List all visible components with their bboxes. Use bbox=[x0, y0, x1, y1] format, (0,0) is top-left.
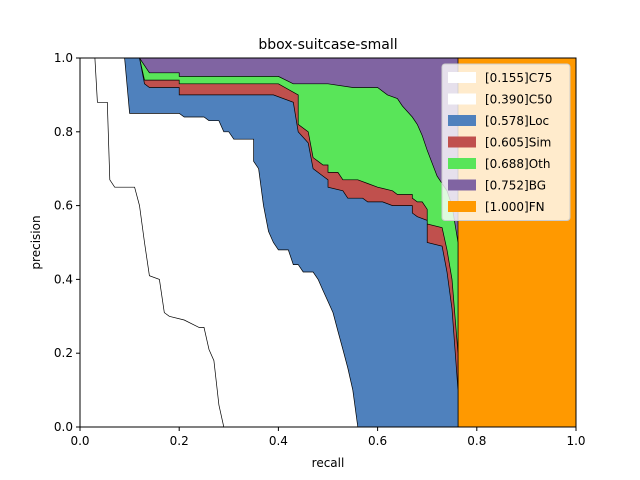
legend-label-0-752-bg: [0.752]BG bbox=[485, 179, 546, 193]
x-tick-label: 0.2 bbox=[170, 434, 189, 448]
x-tick-label: 0.8 bbox=[467, 434, 486, 448]
legend-label-0-605-sim: [0.605]Sim bbox=[485, 136, 551, 150]
legend-label-0-390-c50: [0.390]C50 bbox=[485, 93, 552, 107]
legend-swatch-0-390-c50 bbox=[448, 93, 476, 105]
legend-swatch-0-752-bg bbox=[448, 179, 476, 191]
legend-swatch-0-155-c75 bbox=[448, 72, 476, 83]
legend-swatch-0-578-loc bbox=[448, 115, 476, 126]
legend-swatch-0-688-oth bbox=[448, 158, 476, 169]
y-tick-label: 0.0 bbox=[54, 420, 73, 434]
area-0-155-c75 bbox=[79, 57, 225, 428]
x-tick-label: 0.4 bbox=[269, 434, 288, 448]
plot-frame bbox=[79, 57, 577, 428]
legend-label-0-688-oth: [0.688]Oth bbox=[485, 157, 550, 171]
legend-label-1-000-fn: [1.000]FN bbox=[485, 200, 545, 214]
y-tick-label: 0.4 bbox=[54, 272, 73, 286]
y-axis-label: precision bbox=[29, 215, 43, 269]
legend-label-0-155-c75: [0.155]C75 bbox=[485, 71, 552, 85]
legend: [0.155]C75 [0.390]C50 [0.578]Loc [0.605]Sim… bbox=[441, 63, 571, 221]
legend-swatch-0-605-sim bbox=[448, 136, 476, 148]
y-tick-label: 0.2 bbox=[54, 346, 73, 360]
chart-title: bbox-suitcase-small bbox=[258, 37, 397, 53]
y-axis: 0.0 0.2 0.4 0.6 0.8 1.0 bbox=[54, 51, 80, 434]
legend-label-0-578-loc: [0.578]Loc bbox=[485, 114, 549, 128]
y-tick-label: 0.6 bbox=[54, 199, 73, 213]
x-axis: 0.0 0.2 0.4 0.6 0.8 1.0 bbox=[70, 427, 586, 448]
x-tick-label: 0.6 bbox=[368, 434, 387, 448]
x-axis-label: recall bbox=[312, 456, 345, 470]
y-tick-label: 0.8 bbox=[54, 125, 73, 139]
y-tick-label: 1.0 bbox=[54, 51, 73, 65]
legend-swatch-1-000-fn bbox=[448, 201, 476, 212]
x-tick-label: 0.0 bbox=[70, 434, 89, 448]
plot-area bbox=[79, 57, 576, 428]
x-tick-label: 1.0 bbox=[566, 434, 585, 448]
series-layer bbox=[79, 57, 576, 428]
